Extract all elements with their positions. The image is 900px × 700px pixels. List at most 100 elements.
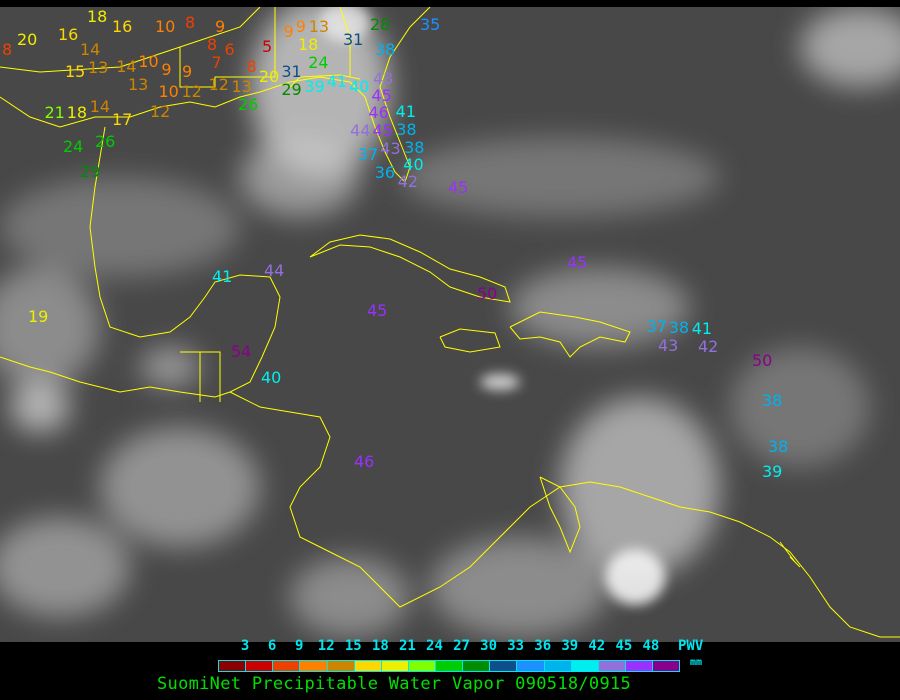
- station-pwv-value: 24: [63, 136, 84, 156]
- color-swatch: [327, 661, 355, 671]
- station-pwv-value: 38: [404, 137, 425, 157]
- station-pwv-value: 12: [208, 74, 229, 94]
- legend-unit: mm: [690, 657, 703, 668]
- station-pwv-value: 38: [375, 39, 396, 59]
- station-pwv-value: 8: [207, 35, 218, 54]
- station-pwv-value: 43: [373, 68, 394, 88]
- station-pwv-value: 10: [155, 16, 176, 36]
- station-pwv-value: 13: [128, 74, 149, 94]
- station-pwv-value: 16: [112, 16, 133, 36]
- station-pwv-value: 45: [448, 177, 469, 197]
- station-pwv-value: 20: [258, 66, 280, 86]
- station-pwv-value: 8: [246, 56, 257, 76]
- station-pwv-value: 7: [211, 53, 222, 72]
- color-swatch: [571, 661, 599, 671]
- station-pwv-value: 46: [354, 451, 375, 471]
- color-swatch: [219, 661, 247, 671]
- station-pwv-value: 45: [372, 120, 393, 140]
- legend-ticks: 3 6 9 12 15 18 21 24 27 30 33 36 39 42 45 48: [224, 639, 684, 655]
- station-pwv-value: 29: [281, 79, 302, 99]
- station-pwv-value: 14: [116, 56, 137, 76]
- legend-tick: 42: [588, 638, 606, 654]
- bright-cloud-tops: [320, 7, 665, 605]
- station-pwv-value: 13: [88, 58, 109, 77]
- station-pwv-value: 35: [420, 14, 441, 34]
- legend-tick: 18: [371, 638, 389, 654]
- legend-tick: 24: [426, 638, 443, 654]
- station-pwv-value: 6: [224, 39, 235, 59]
- color-swatch: [517, 661, 545, 671]
- station-pwv-value: 38: [668, 318, 690, 338]
- station-pwv-value: 38: [768, 436, 789, 456]
- station-pwv-value: 19: [28, 306, 49, 326]
- station-pwv-value: 37: [357, 145, 379, 164]
- station-pwv-value: 29: [80, 161, 101, 181]
- legend-tick: 39: [561, 638, 579, 654]
- station-pwv-value: 45: [367, 300, 388, 320]
- color-swatch: [598, 661, 626, 671]
- coastlines: [0, 7, 900, 638]
- station-pwv-value: 12: [181, 81, 202, 101]
- station-pwv-value: 9: [295, 16, 306, 36]
- color-swatch: [544, 661, 572, 671]
- station-pwv-value: 38: [762, 390, 783, 410]
- station-pwv-value: 54: [231, 341, 252, 361]
- station-pwv-value: 18: [87, 7, 108, 26]
- legend-unit-label: PWV: [678, 638, 704, 654]
- station-pwv-value: 16: [58, 24, 79, 44]
- station-pwv-value: 14: [80, 40, 101, 59]
- station-pwv-value: 41: [212, 266, 233, 286]
- color-swatch: [625, 661, 653, 671]
- station-pwv-value: 17: [112, 109, 133, 129]
- station-pwv-value: 8: [185, 12, 196, 32]
- station-pwv-value: 45: [371, 85, 392, 105]
- legend-tick: 21: [398, 638, 416, 654]
- legend-tick: 48: [642, 638, 660, 654]
- station-pwv-value: 37: [646, 317, 667, 336]
- legend-tick: 3: [240, 638, 250, 654]
- station-pwv-value: 13: [308, 17, 330, 37]
- station-pwv-value: 40: [349, 76, 370, 96]
- station-pwv-value: 50: [752, 350, 773, 370]
- station-pwv-value: 14: [89, 96, 111, 116]
- legend-tick: 12: [317, 638, 335, 654]
- map-imagery: [0, 7, 900, 638]
- station-pwv-value: 8: [2, 39, 13, 59]
- station-pwv-value: 44: [350, 120, 371, 140]
- legend-tick: 30: [480, 638, 498, 654]
- station-pwv-value: 10: [158, 81, 179, 101]
- color-swatch: [273, 661, 301, 671]
- station-pwv-value: 20: [17, 29, 38, 49]
- station-pwv-value: 31: [343, 29, 364, 49]
- color-scale-bar: [218, 660, 680, 672]
- station-pwv-value: 10: [138, 51, 159, 71]
- color-swatch: [463, 661, 491, 671]
- station-pwv-value: 44: [264, 260, 285, 280]
- station-pwv-value: 40: [261, 367, 282, 387]
- station-pwv-value: 46: [368, 102, 389, 122]
- satellite-map: 8 20 16 18 16 10 8 9 14 15 13 14 10 9 9 13 10 12 8 7 6 8 5 9 9 13…: [0, 7, 900, 642]
- station-pwv-value: 9: [161, 59, 172, 79]
- station-pwv-value: 12: [150, 101, 171, 121]
- station-pwv-value: 40: [403, 155, 424, 175]
- station-pwv-value: 15: [65, 61, 86, 81]
- legend-tick: 15: [344, 638, 362, 654]
- legend-tick: 36: [534, 638, 552, 654]
- color-swatch: [354, 661, 382, 671]
- station-pwv-value: 43: [380, 139, 401, 158]
- color-swatch: [408, 661, 436, 671]
- station-pwv-value: 38: [396, 119, 417, 139]
- station-pwv-value: 9: [182, 61, 193, 81]
- color-swatch: [490, 661, 518, 671]
- station-pwv-value: 5: [262, 36, 273, 56]
- legend-tick: 33: [507, 638, 525, 654]
- color-swatch: [300, 661, 328, 671]
- station-pwv-value: 39: [762, 461, 783, 481]
- station-pwv-value: 41: [395, 102, 416, 122]
- legend-tick: 45: [615, 638, 633, 654]
- station-pwv-value: 9: [215, 16, 226, 36]
- station-pwv-value: 18: [298, 34, 319, 54]
- station-pwv-value: 42: [397, 172, 419, 192]
- station-pwv-value: 21: [44, 102, 65, 122]
- station-pwv-value: 31: [281, 61, 302, 81]
